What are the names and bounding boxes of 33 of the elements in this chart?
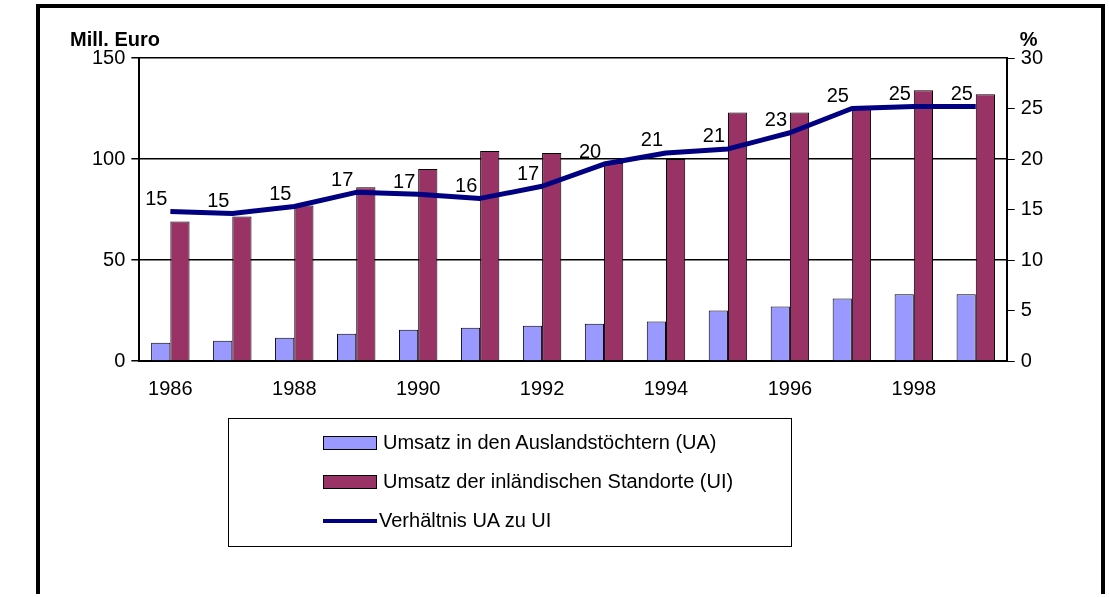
legend-label: Umsatz der inländischen Standorte (UI) xyxy=(383,470,734,493)
y-tick-label: 50 xyxy=(103,247,126,270)
x-tick-label: 1994 xyxy=(643,376,689,399)
x-tick-label: 1996 xyxy=(767,376,813,399)
data-label: 17 xyxy=(331,167,354,190)
y2-tick-label: 20 xyxy=(1020,146,1043,169)
y-tick-label: 100 xyxy=(91,146,126,169)
data-label: 25 xyxy=(888,82,911,104)
data-label: 25 xyxy=(950,82,973,104)
data-label: 15 xyxy=(145,187,168,210)
data-label: 17 xyxy=(516,161,540,184)
data-label: 21 xyxy=(702,124,726,147)
x-tick-label: 1986 xyxy=(148,376,193,399)
x-tick-label: 1992 xyxy=(519,376,565,399)
data-label: 15 xyxy=(269,181,292,204)
data-label: 23 xyxy=(764,108,788,131)
y2-tick-label: 15 xyxy=(1020,197,1043,220)
y2-tick-label: 25 xyxy=(1020,96,1043,119)
y2-tick-label: 5 xyxy=(1020,298,1032,321)
data-label: 20 xyxy=(578,139,602,162)
data-label: 17 xyxy=(393,169,416,192)
y2-tick-label: 0 xyxy=(1020,348,1032,371)
x-tick-label: 1998 xyxy=(891,376,937,399)
data-label: 15 xyxy=(207,189,230,212)
y-tick-label: 0 xyxy=(114,348,126,371)
y2-tick-label: 10 xyxy=(1020,247,1043,270)
legend-label: Umsatz in den Auslandstöchtern (UA) xyxy=(383,431,717,454)
data-label: 25 xyxy=(826,84,849,107)
data-label: 16 xyxy=(455,173,478,196)
x-tick-label: 1988 xyxy=(272,376,317,399)
legend-label: Verhältnis UA zu UI xyxy=(379,509,552,532)
x-tick-label: 1990 xyxy=(395,376,441,399)
data-label: 21 xyxy=(640,128,664,151)
